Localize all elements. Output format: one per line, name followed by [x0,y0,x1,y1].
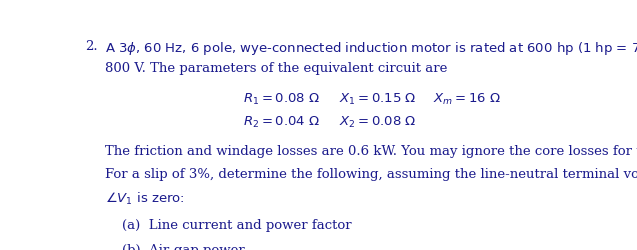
Text: 800 V. The parameters of the equivalent circuit are: 800 V. The parameters of the equivalent … [105,62,448,75]
Text: $X_2 = 0.08\ \Omega$: $X_2 = 0.08\ \Omega$ [339,114,417,130]
Text: $\angle V_1$ is zero:: $\angle V_1$ is zero: [105,191,185,207]
Text: $X_m = 16\ \Omega$: $X_m = 16\ \Omega$ [433,92,501,107]
Text: For a slip of 3%, determine the following, assuming the line-neutral terminal vo: For a slip of 3%, determine the followin… [105,168,637,181]
Text: (b)  Air-gap power: (b) Air-gap power [122,244,245,250]
Text: 2.: 2. [85,40,98,53]
Text: $R_1 = 0.08\ \Omega$: $R_1 = 0.08\ \Omega$ [243,92,320,107]
Text: A $3\phi$, 60 Hz, 6 pole, wye-connected induction motor is rated at 600 hp (1 hp: A $3\phi$, 60 Hz, 6 pole, wye-connected … [105,40,637,57]
Text: $X_1 = 0.15\ \Omega$: $X_1 = 0.15\ \Omega$ [339,92,417,107]
Text: The friction and windage losses are 0.6 kW. You may ignore the core losses for t: The friction and windage losses are 0.6 … [105,145,637,158]
Text: $R_2 = 0.04\ \Omega$: $R_2 = 0.04\ \Omega$ [243,114,320,130]
Text: (a)  Line current and power factor: (a) Line current and power factor [122,219,351,232]
